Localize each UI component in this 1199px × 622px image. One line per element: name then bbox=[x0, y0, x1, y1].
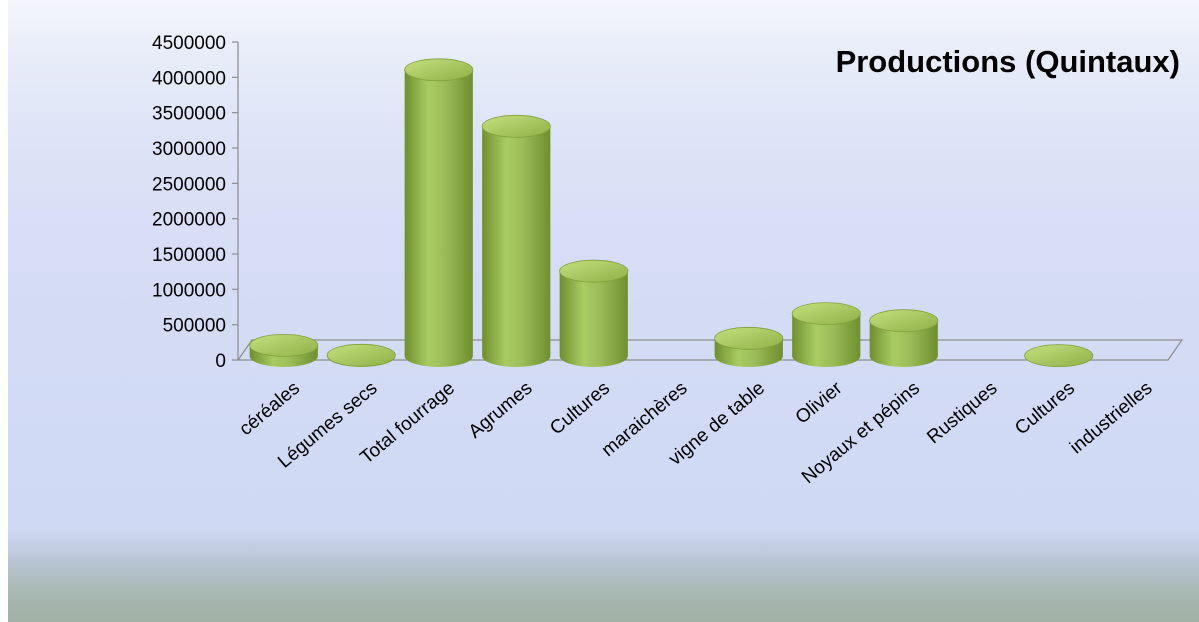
y-tick-label: 500000 bbox=[163, 316, 226, 337]
bar bbox=[404, 58, 474, 368]
x-tick-label: Agrumes bbox=[465, 378, 537, 443]
bar-body bbox=[482, 126, 551, 367]
bar-top bbox=[559, 259, 629, 283]
y-tick-label: 2500000 bbox=[152, 174, 226, 195]
x-tick-label: Cultures bbox=[1011, 378, 1079, 440]
y-tick-label: 0 bbox=[215, 351, 226, 372]
y-tick-label: 4500000 bbox=[152, 33, 226, 54]
bar-chart: 0 500000 1000000 1500000 2000000 2500000 30000… bbox=[152, 33, 1184, 488]
x-tick-label: Rustiques bbox=[923, 378, 1001, 448]
bar bbox=[481, 114, 551, 367]
bar-top bbox=[714, 326, 784, 350]
bar-body bbox=[404, 69, 473, 368]
bar-top bbox=[249, 333, 319, 357]
x-tick-label: industrielles bbox=[1066, 378, 1156, 459]
chart-floor bbox=[236, 339, 1184, 361]
bar bbox=[559, 259, 629, 367]
bar bbox=[326, 343, 396, 367]
y-tick-label: 1500000 bbox=[152, 245, 226, 266]
bar-body bbox=[869, 320, 938, 367]
x-tick-label: Olivier bbox=[792, 377, 847, 428]
bar-top bbox=[481, 114, 551, 138]
bar-top bbox=[791, 302, 861, 326]
x-tick-label: céréales bbox=[235, 378, 304, 440]
y-tick-label: 4000000 bbox=[152, 68, 226, 89]
y-tick-label: 1000000 bbox=[152, 280, 226, 301]
bar-top bbox=[404, 58, 474, 82]
bar bbox=[714, 326, 784, 367]
x-tick-label: Cultures bbox=[546, 378, 614, 440]
bar bbox=[869, 309, 939, 367]
y-tick-label: 3500000 bbox=[152, 104, 226, 125]
bar-top bbox=[326, 343, 396, 367]
bar-body bbox=[559, 271, 628, 367]
chart-title: Productions (Quintaux) bbox=[836, 44, 1180, 79]
y-tick-label: 2000000 bbox=[152, 210, 226, 231]
bar-body bbox=[792, 313, 861, 367]
bar bbox=[249, 333, 319, 367]
bar-top bbox=[869, 309, 939, 333]
chart-panel: 0 500000 1000000 1500000 2000000 2500000 30000… bbox=[8, 0, 1199, 622]
bar bbox=[791, 302, 861, 367]
bar-top bbox=[1024, 344, 1094, 368]
bar bbox=[1024, 344, 1094, 368]
y-tick-label: 3000000 bbox=[152, 139, 226, 160]
